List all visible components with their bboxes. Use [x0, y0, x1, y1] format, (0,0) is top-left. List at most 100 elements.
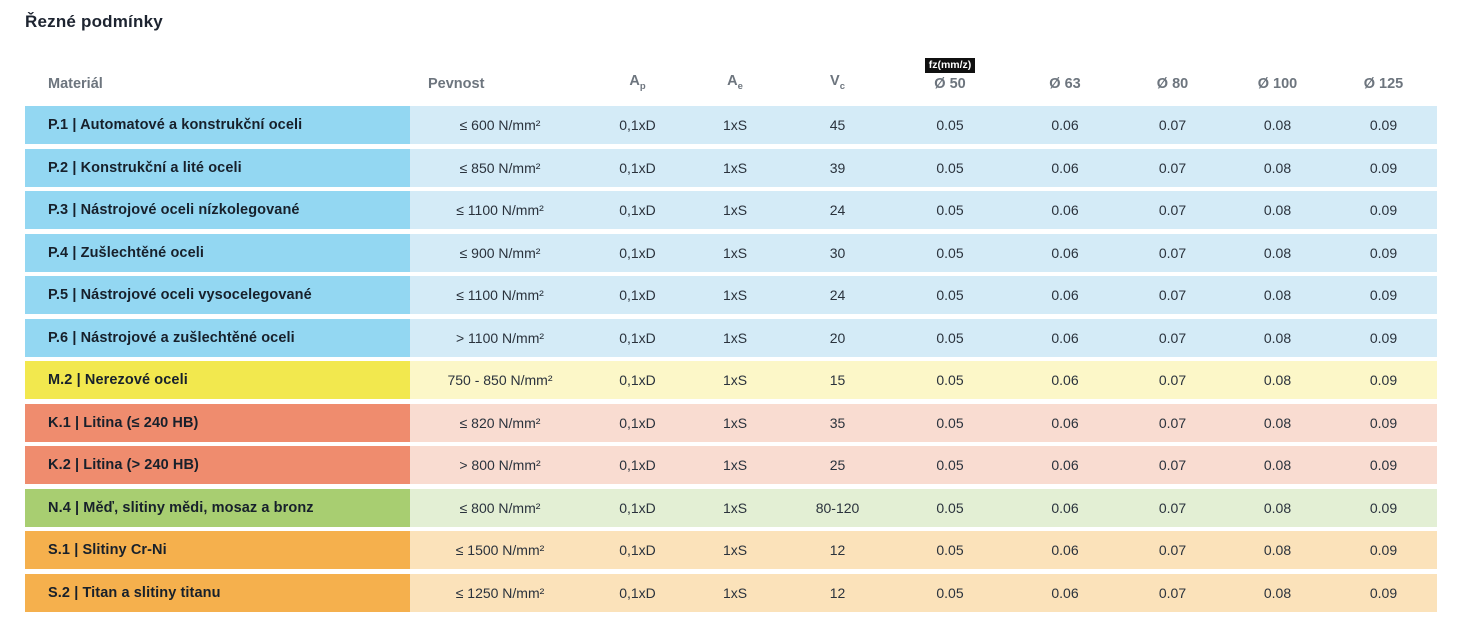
fz-cell: 0.06: [1010, 148, 1120, 187]
page-title: Řezné podmínky: [25, 12, 163, 31]
material-label-cell: P.5 | Nástrojové oceli vysocelegované: [25, 276, 410, 314]
fz-cell: 0.09: [1330, 573, 1437, 612]
column-header-d80: Ø 80: [1120, 76, 1225, 93]
ae-cell: 1xS: [685, 276, 785, 314]
fz-cell: 0.06: [1010, 106, 1120, 144]
fz-cell: 0.07: [1120, 573, 1225, 612]
vc-cell: 25: [785, 446, 890, 484]
ae-cell: 1xS: [685, 148, 785, 187]
ae-cell: 1xS: [685, 446, 785, 484]
fz-cell: 0.08: [1225, 403, 1330, 442]
fz-cell: 0.06: [1010, 446, 1120, 484]
column-header-d63: Ø 63: [1010, 76, 1120, 93]
column-header-label: Materiál: [48, 76, 103, 92]
fz-unit-badge: fz(mm/z): [924, 58, 976, 73]
fz-cell: 0.07: [1120, 318, 1225, 357]
fz-cell: 0.09: [1330, 191, 1437, 229]
fz-cell: 0.08: [1225, 446, 1330, 484]
fz-cell: 0.07: [1120, 531, 1225, 569]
fz-cell: 0.06: [1010, 233, 1120, 272]
column-header-label: Ae: [727, 73, 743, 92]
column-header-vc: Vc: [785, 73, 890, 93]
fz-cell: 0.09: [1330, 148, 1437, 187]
fz-cell: 0.06: [1010, 403, 1120, 442]
fz-cell: 0.09: [1330, 446, 1437, 484]
page: Řezné podmínky Materiál Pevnost Ap Ae Vc…: [25, 12, 1437, 612]
symbol-subscript: e: [737, 81, 743, 92]
fz-cell: 0.05: [890, 573, 1010, 612]
ae-cell: 1xS: [685, 361, 785, 399]
fz-cell: 0.06: [1010, 191, 1120, 229]
ae-cell: 1xS: [685, 191, 785, 229]
ae-cell: 1xS: [685, 403, 785, 442]
vc-cell: 24: [785, 191, 890, 229]
table-row: P.4 | Zušlechtěné oceli ≤ 900 N/mm² 0,1xD 1…: [25, 233, 1437, 272]
column-header-label: Ø 50: [934, 76, 966, 92]
fz-cell: 0.06: [1010, 318, 1120, 357]
column-header-d100: Ø 100: [1225, 76, 1330, 93]
material-label-cell: M.2 | Nerezové oceli: [25, 361, 410, 399]
fz-cell: 0.06: [1010, 573, 1120, 612]
vc-cell: 35: [785, 403, 890, 442]
vc-cell: 15: [785, 361, 890, 399]
table-row: P.3 | Nástrojové oceli nízkolegované ≤ 11…: [25, 191, 1437, 229]
ap-cell: 0,1xD: [590, 148, 685, 187]
symbol-base: A: [629, 73, 640, 90]
fz-cell: 0.08: [1225, 361, 1330, 399]
material-label-cell: P.6 | Nástrojové a zušlechtěné oceli: [25, 318, 410, 357]
ae-cell: 1xS: [685, 531, 785, 569]
fz-cell: 0.09: [1330, 488, 1437, 527]
column-header-label: Ø 100: [1257, 76, 1298, 92]
column-header-label: Pevnost: [428, 76, 485, 92]
fz-cell: 0.05: [890, 361, 1010, 399]
ap-cell: 0,1xD: [590, 361, 685, 399]
cutting-conditions-table: Materiál Pevnost Ap Ae Vc fz(mm/z) Ø 50: [25, 53, 1437, 612]
material-label-cell: P.1 | Automatové a konstrukční oceli: [25, 106, 410, 144]
fz-cell: 0.08: [1225, 276, 1330, 314]
strength-cell: ≤ 850 N/mm²: [410, 148, 590, 187]
fz-cell: 0.08: [1225, 488, 1330, 527]
table-row: P.5 | Nástrojové oceli vysocelegované ≤ 1…: [25, 276, 1437, 314]
ae-cell: 1xS: [685, 106, 785, 144]
fz-cell: 0.05: [890, 531, 1010, 569]
fz-cell: 0.07: [1120, 148, 1225, 187]
strength-cell: ≤ 600 N/mm²: [410, 106, 590, 144]
column-header-d50: fz(mm/z) Ø 50: [890, 58, 1010, 93]
strength-cell: ≤ 900 N/mm²: [410, 233, 590, 272]
strength-cell: > 800 N/mm²: [410, 446, 590, 484]
table-rows: P.1 | Automatové a konstrukční oceli ≤ 60…: [25, 106, 1437, 612]
column-header-label: Ap: [629, 73, 645, 92]
fz-cell: 0.09: [1330, 403, 1437, 442]
vc-cell: 30: [785, 233, 890, 272]
column-header-ae: Ae: [685, 73, 785, 93]
strength-cell: 750 - 850 N/mm²: [410, 361, 590, 399]
fz-cell: 0.08: [1225, 148, 1330, 187]
strength-cell: ≤ 1100 N/mm²: [410, 191, 590, 229]
material-label-cell: K.1 | Litina (≤ 240 HB): [25, 403, 410, 442]
fz-cell: 0.08: [1225, 573, 1330, 612]
column-header-d125: Ø 125: [1330, 76, 1437, 93]
ap-cell: 0,1xD: [590, 573, 685, 612]
ae-cell: 1xS: [685, 318, 785, 357]
table-header-row: Materiál Pevnost Ap Ae Vc fz(mm/z) Ø 50: [25, 53, 1437, 93]
fz-cell: 0.08: [1225, 318, 1330, 357]
table-row: K.1 | Litina (≤ 240 HB) ≤ 820 N/mm² 0,1xD 1…: [25, 403, 1437, 442]
fz-cell: 0.07: [1120, 403, 1225, 442]
table-row: P.6 | Nástrojové a zušlechtěné oceli > 11…: [25, 318, 1437, 357]
symbol-base: A: [727, 73, 738, 90]
fz-cell: 0.09: [1330, 531, 1437, 569]
vc-cell: 20: [785, 318, 890, 357]
fz-cell: 0.08: [1225, 233, 1330, 272]
material-label-cell: S.1 | Slitiny Cr-Ni: [25, 531, 410, 569]
fz-cell: 0.09: [1330, 361, 1437, 399]
symbol-base: V: [830, 73, 840, 90]
strength-cell: ≤ 820 N/mm²: [410, 403, 590, 442]
fz-cell: 0.08: [1225, 531, 1330, 569]
table-row: S.2 | Titan a slitiny titanu ≤ 1250 N/mm²…: [25, 573, 1437, 612]
fz-cell: 0.07: [1120, 446, 1225, 484]
column-header-label: Ø 80: [1156, 76, 1189, 92]
fz-cell: 0.07: [1120, 488, 1225, 527]
ap-cell: 0,1xD: [590, 233, 685, 272]
fz-cell: 0.05: [890, 318, 1010, 357]
table-row: M.2 | Nerezové oceli 750 - 850 N/mm² 0,1xD…: [25, 361, 1437, 399]
